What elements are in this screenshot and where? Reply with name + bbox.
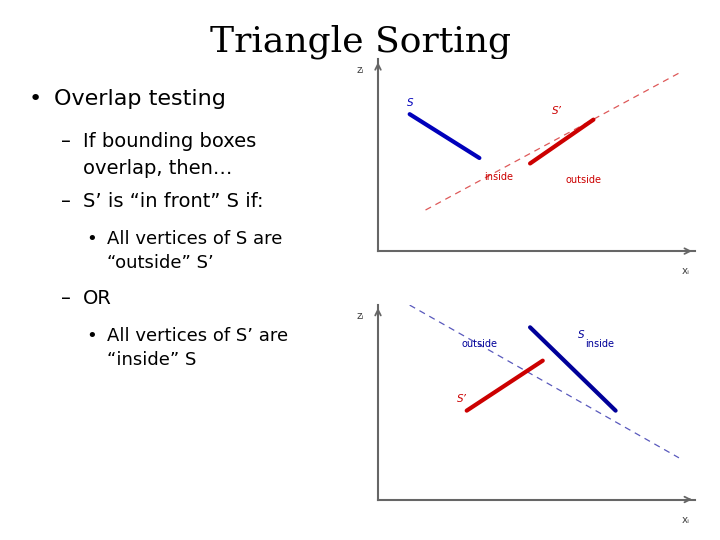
- Text: xᵢ: xᵢ: [681, 515, 689, 525]
- Text: •: •: [86, 327, 97, 345]
- Text: S’: S’: [552, 106, 562, 116]
- Text: xᵢ: xᵢ: [681, 266, 689, 276]
- Text: –: –: [61, 289, 71, 308]
- Text: overlap, then…: overlap, then…: [83, 159, 232, 178]
- Text: “outside” S’: “outside” S’: [107, 254, 213, 272]
- Text: inside: inside: [585, 339, 614, 349]
- Text: OR: OR: [83, 289, 112, 308]
- Text: S’: S’: [457, 394, 467, 404]
- Text: outside: outside: [566, 174, 602, 185]
- Text: If bounding boxes: If bounding boxes: [83, 132, 256, 151]
- Text: inside: inside: [484, 172, 513, 182]
- Text: –: –: [61, 132, 71, 151]
- Text: outside: outside: [462, 339, 498, 349]
- Text: Overlap testing: Overlap testing: [54, 89, 226, 109]
- Text: Triangle Sorting: Triangle Sorting: [210, 24, 510, 59]
- Text: zᵢ: zᵢ: [356, 65, 364, 75]
- Text: All vertices of S are: All vertices of S are: [107, 230, 282, 247]
- Text: S’ is “in front” S if:: S’ is “in front” S if:: [83, 192, 264, 211]
- Text: “inside” S: “inside” S: [107, 351, 196, 369]
- Text: zᵢ: zᵢ: [356, 311, 364, 321]
- Text: S: S: [577, 330, 584, 340]
- Text: •: •: [29, 89, 42, 109]
- Text: All vertices of S’ are: All vertices of S’ are: [107, 327, 288, 345]
- Text: •: •: [86, 230, 97, 247]
- Text: S: S: [407, 98, 413, 108]
- Text: –: –: [61, 192, 71, 211]
